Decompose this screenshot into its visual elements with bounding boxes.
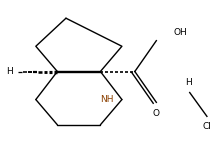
Text: NH: NH	[100, 95, 114, 104]
Text: Cl: Cl	[203, 122, 211, 131]
Text: H: H	[7, 67, 13, 76]
Text: O: O	[153, 109, 160, 118]
Text: OH: OH	[174, 28, 187, 37]
Text: H: H	[185, 78, 192, 87]
